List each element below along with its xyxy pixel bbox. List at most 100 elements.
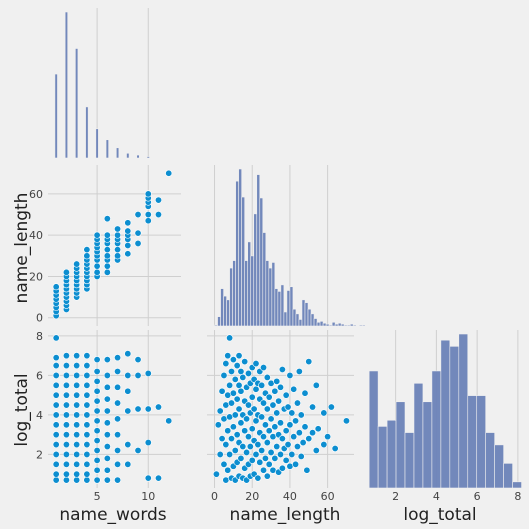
hist-bar-name-length bbox=[233, 261, 236, 326]
scatter-point-total-vs-length bbox=[245, 433, 251, 439]
scatter-point-total-vs-words bbox=[73, 431, 79, 437]
scatter-point-length-vs-words bbox=[114, 246, 120, 252]
scatter-point-total-vs-length bbox=[285, 441, 291, 447]
scatter-point-total-vs-words bbox=[53, 392, 59, 398]
scatter-point-total-vs-length bbox=[287, 422, 293, 428]
scatter-point-total-vs-length bbox=[225, 428, 231, 434]
scatter-point-total-vs-length bbox=[249, 426, 255, 432]
scatter-point-total-vs-length bbox=[253, 418, 259, 424]
hist-bar-name-length bbox=[272, 262, 275, 326]
scatter-point-total-vs-length bbox=[324, 433, 330, 439]
scatter-point-total-vs-length bbox=[219, 435, 225, 441]
scatter-point-total-vs-words bbox=[73, 392, 79, 398]
scatter-point-total-vs-words bbox=[84, 372, 90, 378]
scatter-point-total-vs-length bbox=[253, 360, 259, 366]
hist-bar-name-length bbox=[314, 319, 317, 326]
hist-bar-name-words bbox=[137, 155, 140, 158]
hist-bar-log-total bbox=[432, 371, 441, 488]
scatter-point-total-vs-length bbox=[228, 435, 234, 441]
scatter-point-total-vs-length bbox=[258, 447, 264, 453]
scatter-point-total-vs-words bbox=[125, 441, 131, 447]
scatter-point-total-vs-length bbox=[266, 461, 272, 467]
hist-bar-name-length bbox=[323, 323, 326, 326]
hist-bar-name-length bbox=[215, 325, 218, 326]
scatter-point-total-vs-length bbox=[240, 443, 246, 449]
scatter-point-length-vs-words bbox=[125, 251, 131, 257]
scatter-point-total-vs-words bbox=[63, 372, 69, 378]
scatter-point-total-vs-length bbox=[257, 459, 263, 465]
scatter-point-length-vs-words bbox=[84, 253, 90, 259]
xlabel-log-total: log_total bbox=[403, 505, 476, 525]
hist-bar-name-length bbox=[221, 289, 224, 326]
scatter-point-total-vs-length bbox=[321, 441, 327, 447]
scatter-point-total-vs-length bbox=[238, 455, 244, 461]
scatter-point-total-vs-length bbox=[292, 418, 298, 424]
scatter-point-total-vs-length bbox=[247, 443, 253, 449]
scatter-point-total-vs-words bbox=[73, 477, 79, 483]
xtick-name-length: 60 bbox=[321, 490, 335, 503]
scatter-point-total-vs-length bbox=[296, 430, 302, 436]
xlabel-name-words: name_words bbox=[59, 505, 166, 525]
scatter-point-length-vs-words bbox=[155, 197, 161, 203]
scatter-point-total-vs-words bbox=[125, 461, 131, 467]
scatter-point-total-vs-words bbox=[73, 402, 79, 408]
scatter-point-total-vs-words bbox=[84, 422, 90, 428]
scatter-point-total-vs-length bbox=[302, 424, 308, 430]
scatter-point-total-vs-length bbox=[260, 364, 266, 370]
scatter-point-length-vs-words bbox=[104, 263, 110, 269]
scatter-point-total-vs-length bbox=[234, 362, 240, 368]
scatter-point-total-vs-length bbox=[302, 390, 308, 396]
hist-bar-name-words bbox=[96, 129, 99, 158]
scatter-point-total-vs-words bbox=[94, 368, 100, 374]
scatter-point-total-vs-words bbox=[94, 356, 100, 362]
scatter-point-total-vs-words bbox=[73, 422, 79, 428]
scatter-point-total-vs-words bbox=[84, 431, 90, 437]
scatter-point-total-vs-words bbox=[53, 451, 59, 457]
scatter-point-total-vs-length bbox=[232, 376, 238, 382]
scatter-point-total-vs-length bbox=[245, 402, 251, 408]
hist-bar-log-total bbox=[477, 396, 486, 488]
scatter-point-length-vs-words bbox=[94, 263, 100, 269]
scatter-point-total-vs-words bbox=[104, 408, 110, 414]
scatter-point-total-vs-words bbox=[63, 451, 69, 457]
scatter-point-total-vs-words bbox=[104, 396, 110, 402]
scatter-point-length-vs-words bbox=[114, 253, 120, 259]
scatter-point-total-vs-words bbox=[94, 457, 100, 463]
scatter-point-total-vs-words bbox=[104, 455, 110, 461]
scatter-point-total-vs-length bbox=[272, 424, 278, 430]
scatter-point-total-vs-words bbox=[135, 447, 141, 453]
scatter-point-total-vs-length bbox=[219, 388, 225, 394]
scatter-point-total-vs-length bbox=[253, 451, 259, 457]
xtick-name-words: 5 bbox=[94, 490, 101, 503]
hist-bar-name-length bbox=[242, 197, 245, 326]
ylabel-name-length: name_length bbox=[12, 193, 32, 304]
scatter-point-total-vs-words bbox=[53, 477, 59, 483]
scatter-point-total-vs-length bbox=[292, 461, 298, 467]
scatter-point-total-vs-length bbox=[243, 416, 249, 422]
scatter-point-total-vs-length bbox=[283, 428, 289, 434]
scatter-point-total-vs-words bbox=[53, 354, 59, 360]
scatter-point-length-vs-words bbox=[104, 246, 110, 252]
hist-bar-log-total bbox=[459, 334, 468, 488]
ytick-log-total: 6 bbox=[36, 369, 43, 382]
scatter-point-total-vs-words bbox=[63, 352, 69, 358]
hist-bar-name-length bbox=[335, 324, 338, 326]
scatter-point-total-vs-words bbox=[94, 398, 100, 404]
scatter-point-total-vs-length bbox=[279, 366, 285, 372]
scatter-point-total-vs-length bbox=[283, 457, 289, 463]
hist-bar-name-words bbox=[86, 107, 89, 158]
hist-bar-name-words bbox=[127, 153, 130, 158]
hist-bar-log-total bbox=[441, 340, 450, 488]
hist-bar-name-length bbox=[227, 300, 230, 326]
scatter-point-total-vs-words bbox=[53, 422, 59, 428]
scatter-point-total-vs-words bbox=[63, 402, 69, 408]
hist-bar-name-length bbox=[254, 214, 257, 326]
scatter-point-total-vs-words bbox=[135, 372, 141, 378]
scatter-point-total-vs-words bbox=[104, 443, 110, 449]
hist-bar-name-length bbox=[287, 290, 290, 326]
scatter-point-total-vs-length bbox=[249, 394, 255, 400]
scatter-point-total-vs-words bbox=[84, 412, 90, 418]
scatter-point-total-vs-words bbox=[63, 477, 69, 483]
scatter-point-total-vs-length bbox=[289, 410, 295, 416]
